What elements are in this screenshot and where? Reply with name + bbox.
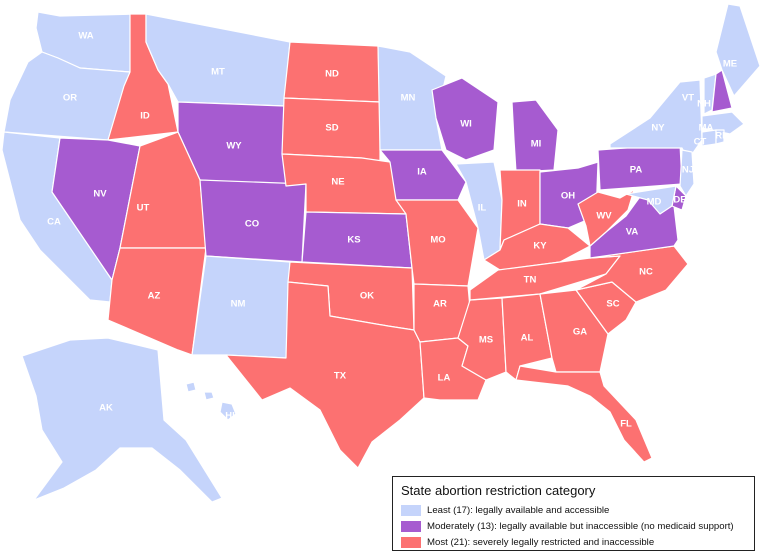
state-label-nh: NH [697, 99, 711, 110]
state-label-ut: UT [137, 203, 150, 214]
state-label-va: VA [626, 227, 639, 238]
state-label-ks: KS [347, 235, 360, 246]
state-fl [515, 365, 653, 463]
state-label-nj: NJ [682, 165, 694, 176]
state-label-me: ME [723, 59, 737, 70]
state-label-id: ID [140, 111, 150, 122]
state-label-md: MD [647, 197, 662, 208]
legend-swatch-most [401, 536, 421, 548]
state-ma [701, 111, 745, 135]
state-label-ky: KY [533, 241, 547, 252]
state-wv [577, 189, 635, 247]
state-label-ct: CT [694, 137, 707, 148]
state-label-ga: GA [573, 327, 587, 338]
state-label-la: LA [438, 373, 451, 384]
state-label-vt: VT [682, 93, 694, 104]
state-label-ms: MS [479, 335, 493, 346]
state-label-mt: MT [211, 67, 225, 78]
state-nh [711, 69, 733, 113]
state-label-wi: WI [460, 119, 472, 130]
legend-item-most: Most (21): severely legally restricted a… [401, 534, 746, 550]
state-label-ak: AK [99, 403, 113, 414]
state-label-wy: WY [226, 141, 242, 152]
legend-label-moderate: Moderately (13): legally available but i… [427, 520, 734, 532]
state-label-oh: OH [561, 191, 575, 202]
state-label-nv: NV [93, 189, 107, 200]
state-wi [431, 77, 499, 161]
state-label-ok: OK [360, 291, 374, 302]
state-label-az: AZ [148, 291, 161, 302]
state-label-tx: TX [334, 371, 347, 382]
state-label-nc: NC [639, 267, 653, 278]
state-mi [511, 99, 559, 173]
legend-swatch-moderate [401, 520, 421, 532]
state-hi [185, 381, 237, 421]
state-me [715, 3, 761, 97]
state-label-hi: HI [225, 411, 235, 422]
state-label-mi: MI [531, 139, 542, 150]
state-label-ne: NE [331, 177, 344, 188]
state-md [625, 185, 677, 215]
legend-label-least: Least (17): legally available and access… [427, 504, 610, 516]
map-legend: State abortion restriction category Leas… [392, 476, 755, 551]
state-label-wv: WV [596, 211, 612, 222]
state-label-nm: NM [231, 299, 246, 310]
state-label-or: OR [63, 93, 77, 104]
state-label-wa: WA [78, 31, 93, 42]
state-label-nd: ND [325, 69, 339, 80]
state-label-ri: RI [715, 131, 725, 142]
state-label-co: CO [245, 219, 259, 230]
legend-label-most: Most (21): severely legally restricted a… [427, 536, 655, 548]
state-label-in: IN [517, 199, 527, 210]
state-label-sd: SD [325, 123, 338, 134]
state-label-ia: IA [417, 167, 427, 178]
state-label-al: AL [521, 333, 534, 344]
legend-item-moderate: Moderately (13): legally available but i… [401, 518, 746, 534]
state-tx [225, 281, 425, 469]
state-label-de: DE [673, 195, 686, 206]
state-nc [575, 245, 689, 303]
state-label-mo: MO [430, 235, 445, 246]
state-label-ny: NY [651, 123, 665, 134]
state-ri [715, 129, 725, 145]
legend-title: State abortion restriction category [401, 483, 596, 498]
state-label-mn: MN [401, 93, 416, 104]
state-label-ar: AR [433, 299, 447, 310]
legend-item-least: Least (17): legally available and access… [401, 502, 746, 518]
state-ak [21, 337, 223, 503]
state-label-fl: FL [620, 419, 632, 430]
state-label-il: IL [478, 203, 487, 214]
state-label-sc: SC [606, 299, 619, 310]
state-nj [679, 149, 695, 197]
state-label-pa: PA [630, 165, 643, 176]
state-label-tn: TN [524, 275, 537, 286]
state-label-ca: CA [47, 217, 61, 228]
legend-swatch-least [401, 504, 421, 516]
state-label-ma: MA [699, 123, 714, 134]
